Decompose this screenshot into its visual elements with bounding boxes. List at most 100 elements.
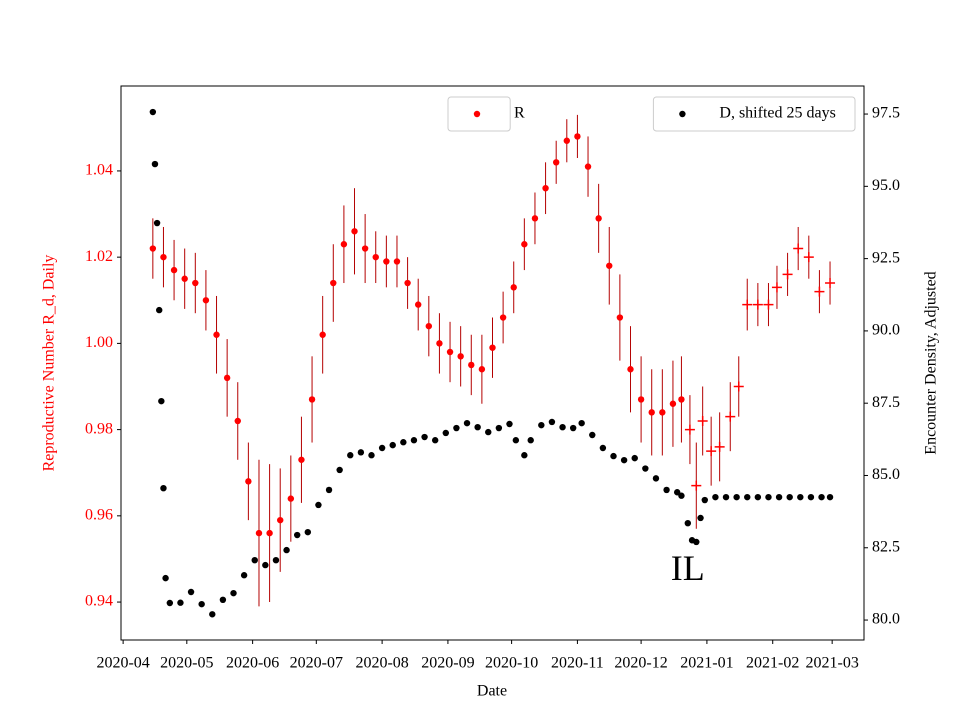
point — [372, 253, 379, 261]
point — [453, 424, 460, 432]
point — [319, 331, 326, 338]
point — [742, 299, 753, 310]
y2-tick-label: 90.0 — [872, 322, 900, 339]
legend-marker — [679, 110, 686, 118]
point — [589, 431, 596, 439]
point — [389, 441, 396, 449]
point — [521, 452, 528, 459]
point — [775, 493, 783, 501]
point — [425, 322, 433, 330]
point — [230, 589, 237, 597]
point — [166, 599, 174, 607]
y2-tick-label: 92.5 — [872, 249, 900, 266]
point — [436, 340, 443, 347]
point — [506, 420, 513, 428]
point — [814, 286, 825, 297]
point — [340, 241, 348, 248]
point — [198, 600, 205, 608]
point — [431, 437, 439, 444]
y-tick-label: 0.94 — [85, 593, 113, 610]
legend-marker — [473, 110, 481, 118]
point — [277, 516, 284, 524]
legend-label: D, shifted 25 days — [719, 105, 835, 122]
point — [160, 484, 167, 492]
point — [308, 396, 316, 403]
point — [752, 299, 763, 310]
point — [678, 492, 685, 499]
point — [187, 588, 195, 596]
point — [255, 529, 263, 537]
point — [606, 262, 613, 269]
point — [584, 163, 592, 170]
point — [538, 421, 545, 429]
x-tick-label: 2020-08 — [355, 655, 408, 672]
point — [684, 424, 695, 435]
point — [693, 538, 700, 546]
point — [512, 437, 520, 444]
point — [542, 184, 549, 192]
y-tick-label: 1.00 — [85, 334, 113, 351]
point — [678, 396, 685, 403]
point — [181, 275, 188, 282]
point — [149, 245, 157, 252]
point — [807, 493, 815, 501]
point — [706, 446, 717, 457]
x-tick-label: 2020-07 — [290, 655, 343, 672]
point — [754, 493, 762, 501]
point — [684, 519, 692, 527]
point — [383, 258, 390, 265]
point — [330, 279, 337, 287]
point — [489, 344, 496, 351]
point — [818, 493, 825, 501]
y2-tick-label: 95.0 — [872, 177, 900, 194]
plot-frame — [120, 85, 865, 641]
point — [782, 269, 793, 280]
y-tick-label: 1.02 — [85, 248, 113, 265]
point — [463, 419, 471, 427]
point — [701, 496, 708, 504]
point — [563, 137, 570, 144]
point — [149, 108, 157, 116]
legend: D, shifted 25 days — [652, 96, 856, 132]
point — [712, 493, 719, 501]
point — [663, 486, 670, 494]
point — [153, 219, 161, 227]
point — [347, 452, 354, 459]
point — [156, 306, 163, 314]
point — [219, 596, 227, 604]
y-axis-label: Reproductive Number R_d, Daily — [41, 255, 58, 472]
y2-tick-label: 97.5 — [872, 105, 900, 122]
point — [637, 396, 645, 403]
point — [474, 423, 481, 431]
point — [315, 501, 322, 509]
point — [223, 374, 231, 382]
point — [527, 437, 534, 444]
annotation: IL — [671, 548, 705, 588]
y2-tick-label: 82.5 — [872, 538, 900, 555]
point — [415, 301, 422, 308]
point — [697, 514, 704, 522]
y-tick-label: 1.04 — [85, 162, 113, 179]
legend-label: R — [514, 105, 525, 122]
point — [393, 258, 401, 265]
point — [548, 418, 556, 426]
point — [209, 611, 216, 618]
point — [262, 561, 269, 569]
point — [192, 279, 199, 287]
y2-axis-label: Encounter Density, Adjusted — [923, 271, 940, 454]
point — [531, 215, 539, 222]
point — [697, 415, 708, 426]
point — [400, 439, 407, 446]
x-tick-label: 2020-12 — [614, 655, 667, 672]
point — [298, 456, 305, 463]
point — [162, 574, 169, 582]
y2-tick-label: 85.0 — [872, 466, 900, 483]
point — [786, 493, 793, 501]
point — [744, 493, 751, 501]
legend-box — [652, 96, 856, 132]
point — [552, 159, 560, 166]
point — [521, 241, 528, 248]
point — [293, 531, 301, 539]
point — [272, 556, 280, 564]
point — [442, 429, 449, 437]
